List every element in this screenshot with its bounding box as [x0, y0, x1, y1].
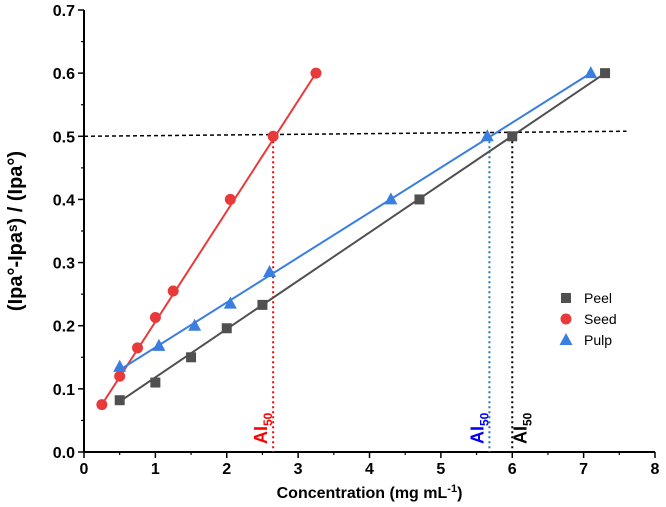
- legend-label-peel: Peel: [584, 290, 612, 306]
- data-point-seed: [167, 285, 179, 297]
- x-tick-label: 7: [579, 461, 588, 478]
- data-point-peel: [186, 352, 197, 363]
- data-point-seed: [267, 130, 279, 142]
- x-tick-label: 2: [222, 461, 231, 478]
- data-point-pulp: [223, 296, 237, 309]
- x-tick-label: 5: [436, 461, 445, 478]
- data-point-seed: [224, 193, 236, 205]
- data-point-peel: [257, 299, 268, 310]
- y-tick-label: 0.1: [53, 382, 75, 399]
- x-tick-label: 4: [365, 461, 374, 478]
- data-point-peel: [221, 323, 232, 334]
- data-point-seed: [132, 342, 144, 354]
- data-point-pulp: [480, 129, 494, 142]
- y-tick-label: 0.6: [53, 66, 75, 83]
- legend-marker-pulp: [559, 333, 573, 345]
- x-tick-label: 1: [151, 461, 160, 478]
- data-point-peel: [414, 194, 425, 205]
- data-point-peel: [600, 68, 611, 79]
- ai50-label: AI50: [467, 412, 491, 444]
- data-point-pulp: [152, 338, 166, 351]
- y-tick-label: 0.0: [53, 445, 75, 462]
- legend-marker-seed: [560, 313, 572, 325]
- x-tick-label: 6: [508, 461, 517, 478]
- x-tick-label: 3: [294, 461, 303, 478]
- data-point-seed: [96, 399, 108, 411]
- fit-line-peel: [119, 72, 606, 403]
- legend-label-seed: Seed: [584, 311, 617, 327]
- legend-label-pulp: Pulp: [584, 332, 612, 348]
- data-point-peel: [507, 131, 518, 142]
- fit-line-pulp: [119, 72, 592, 371]
- y-tick-label: 0.2: [53, 319, 75, 336]
- data-point-pulp: [263, 265, 277, 278]
- data-point-pulp: [188, 318, 202, 331]
- ai50-label: AI50: [510, 412, 534, 444]
- legend-marker-peel: [561, 293, 571, 303]
- y-tick-label: 0.4: [53, 192, 75, 209]
- x-tick-label: 0: [80, 461, 89, 478]
- data-point-pulp: [113, 359, 127, 372]
- data-point-peel: [114, 395, 125, 406]
- ai50-label: AI50: [251, 412, 275, 444]
- x-tick-label: 8: [651, 461, 660, 478]
- data-point-peel: [150, 377, 161, 388]
- y-axis-label: (Ipa°-Ipaˢ) / (Ipa°): [5, 151, 27, 311]
- reference-line-50: [83, 130, 627, 138]
- data-point-seed: [114, 370, 126, 382]
- x-axis-label: Concentration (mg mL-1): [277, 483, 463, 502]
- data-point-pulp: [384, 192, 398, 205]
- data-point-pulp: [584, 66, 598, 79]
- data-point-seed: [149, 312, 161, 324]
- fit-line-seed: [101, 72, 317, 406]
- data-point-seed: [310, 67, 322, 79]
- y-tick-label: 0.5: [53, 129, 75, 146]
- y-tick-label: 0.3: [53, 256, 75, 273]
- y-tick-label: 0.7: [53, 3, 75, 20]
